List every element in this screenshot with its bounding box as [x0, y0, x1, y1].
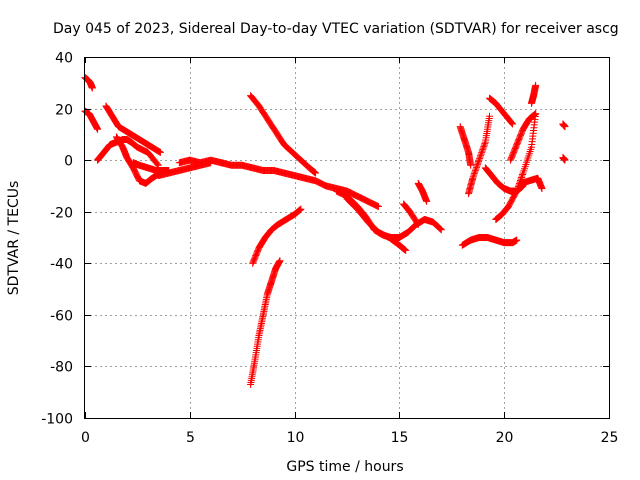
series-arc-20 — [458, 234, 521, 249]
data-point — [374, 203, 382, 211]
y-axis-label: SDTVAR / TECUs — [6, 181, 22, 296]
data-point — [475, 156, 483, 164]
chart-title: Day 045 of 2023, Sidereal Day-to-day VTE… — [53, 21, 619, 37]
data-point — [519, 171, 527, 179]
data-point — [476, 153, 484, 161]
data-point — [477, 152, 485, 160]
y-tick-label: -60 — [50, 309, 73, 325]
series-arc-01 — [81, 74, 96, 92]
series-arc-14 — [343, 195, 410, 254]
x-tick-label: 15 — [391, 430, 409, 446]
data-point — [532, 110, 540, 118]
x-tick-label: 0 — [81, 430, 90, 446]
series-arc-18 — [456, 123, 475, 169]
data-point — [153, 160, 161, 168]
x-tick-label: 10 — [287, 430, 305, 446]
series-arc-04 — [102, 102, 164, 156]
series-arc-10 — [247, 92, 320, 177]
series-arc-25 — [527, 81, 540, 107]
data-point — [480, 143, 488, 151]
data-point — [437, 226, 445, 234]
data-point — [88, 84, 96, 92]
data-point — [475, 158, 483, 166]
grid — [85, 57, 609, 418]
x-tick-label: 20 — [496, 430, 514, 446]
y-tick-label: -100 — [41, 412, 73, 428]
series-arc-17 — [414, 179, 431, 205]
y-tick-label: -80 — [50, 360, 73, 376]
y-tick-label: 0 — [64, 154, 73, 170]
data-point — [297, 205, 305, 213]
y-tick-label: 20 — [55, 103, 73, 119]
data-point — [513, 186, 521, 194]
data-point — [508, 119, 516, 127]
data-point — [518, 172, 526, 180]
data-point — [437, 225, 445, 233]
series-arc-23 — [492, 110, 540, 223]
data-point — [94, 125, 102, 133]
data-point — [514, 184, 522, 192]
data-point — [467, 161, 475, 169]
data-point — [414, 221, 422, 229]
data-point — [561, 123, 569, 131]
data-point — [476, 155, 484, 163]
data-point — [513, 187, 521, 195]
data-point — [478, 147, 486, 155]
data-point — [473, 162, 481, 170]
data-point — [478, 149, 486, 157]
data-point — [276, 257, 284, 265]
data-point — [470, 170, 478, 178]
data-point — [472, 165, 480, 173]
data-point — [474, 159, 482, 167]
series-arc-19 — [465, 112, 494, 198]
data-point — [477, 150, 485, 158]
series-arc-08 — [175, 156, 225, 167]
data-point — [312, 169, 320, 177]
series-arc-09 — [217, 159, 382, 211]
data-point — [513, 236, 521, 244]
data-point — [473, 161, 481, 169]
data-point — [507, 118, 515, 126]
data-point — [156, 148, 164, 156]
plot-frame — [84, 57, 610, 419]
x-tick-label: 25 — [601, 430, 619, 446]
data-point — [472, 164, 480, 172]
data-point — [471, 168, 479, 176]
axis-ticks: 0 5 10 15 20 25 -100 -80 -60 -40 -20 0 20 40 — [41, 51, 618, 447]
data-point — [486, 112, 494, 120]
x-axis-label: GPS time / hours — [286, 459, 403, 475]
series-arc-12 — [247, 257, 284, 388]
series-arc-21 — [486, 94, 517, 128]
series-arc-28 — [559, 154, 569, 164]
data-point — [402, 246, 410, 254]
data-point — [561, 156, 569, 164]
series-arc-15 — [395, 215, 445, 241]
series-arc-11 — [249, 205, 305, 267]
series-arc-13 — [333, 187, 403, 241]
series-arc-24 — [506, 110, 540, 164]
series-arc-26 — [517, 174, 546, 193]
y-tick-label: 40 — [55, 51, 73, 67]
data-point — [480, 141, 488, 149]
x-tick-label: 5 — [186, 430, 195, 446]
data-point — [479, 146, 487, 154]
data-point — [532, 81, 540, 89]
data-point — [470, 171, 478, 179]
data-point — [414, 220, 422, 228]
data-point — [481, 140, 489, 148]
data-point — [469, 174, 477, 182]
data-point — [538, 185, 546, 193]
data-point — [469, 173, 477, 181]
y-tick-label: -20 — [50, 206, 73, 222]
data-point — [423, 197, 431, 205]
y-tick-label: -40 — [50, 257, 73, 273]
series-arc-16 — [400, 200, 422, 229]
data-point — [471, 167, 479, 175]
data-point — [479, 144, 487, 152]
data-point — [509, 120, 517, 128]
data-points — [81, 74, 569, 388]
series-arc-27 — [559, 120, 569, 131]
data-point — [436, 224, 444, 232]
